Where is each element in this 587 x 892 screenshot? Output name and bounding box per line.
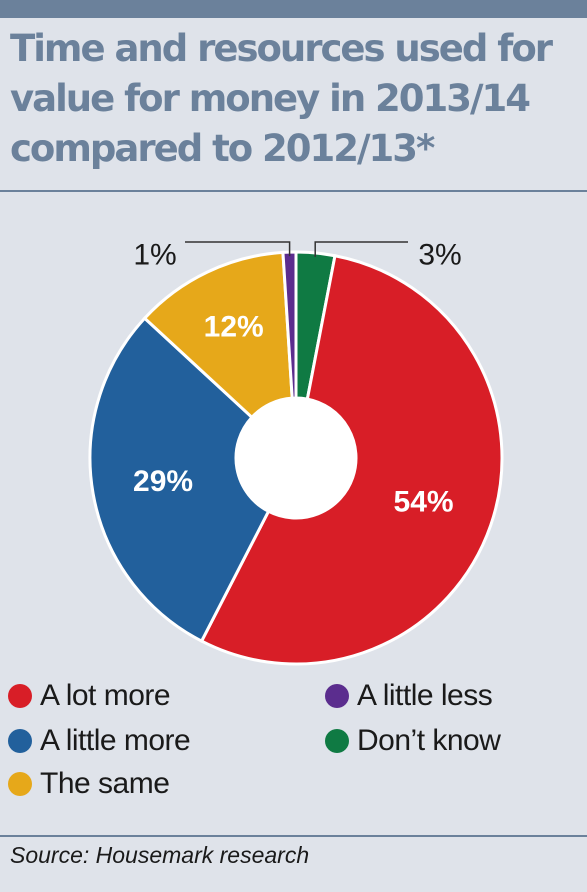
data-label-a-little-more: 29%	[133, 465, 193, 498]
donut-chart: 54% 29% 12% 1% 3%	[88, 239, 504, 666]
legend-item-a-lot-more: A lot more	[8, 676, 171, 716]
legend-swatch	[325, 684, 349, 708]
legend-swatch	[8, 772, 32, 796]
data-label-dont-know: 3%	[418, 239, 461, 272]
leader-line-a-little-less	[185, 241, 291, 257]
divider	[0, 190, 587, 192]
legend-item-a-little-less: A little less	[325, 676, 493, 716]
data-label-a-lot-more: 54%	[394, 486, 454, 519]
leader-line-dont-know	[314, 241, 408, 257]
legend-item-a-little-more: A little more	[8, 721, 191, 761]
legend-label: A lot more	[40, 679, 171, 712]
divider	[0, 835, 587, 837]
legend-label: A little less	[357, 679, 493, 712]
legend-swatch	[8, 684, 32, 708]
legend-label: A little more	[40, 724, 191, 757]
data-label-the-same: 12%	[204, 311, 264, 344]
legend-item-dont-know: Don’t know	[325, 721, 501, 761]
legend-swatch	[325, 729, 349, 753]
chart-title: Time and resources used for value for mo…	[10, 27, 553, 170]
legend: A lot more A little less A little more D…	[0, 676, 587, 816]
legend-label: The same	[40, 767, 170, 800]
data-label-a-little-less: 1%	[133, 239, 176, 272]
legend-swatch	[8, 729, 32, 753]
legend-label: Don’t know	[357, 724, 501, 757]
top-accent-bar	[0, 0, 587, 18]
donut-hole	[236, 398, 356, 518]
legend-item-the-same: The same	[8, 764, 170, 804]
source-note: Source: Housemark research	[10, 842, 310, 868]
